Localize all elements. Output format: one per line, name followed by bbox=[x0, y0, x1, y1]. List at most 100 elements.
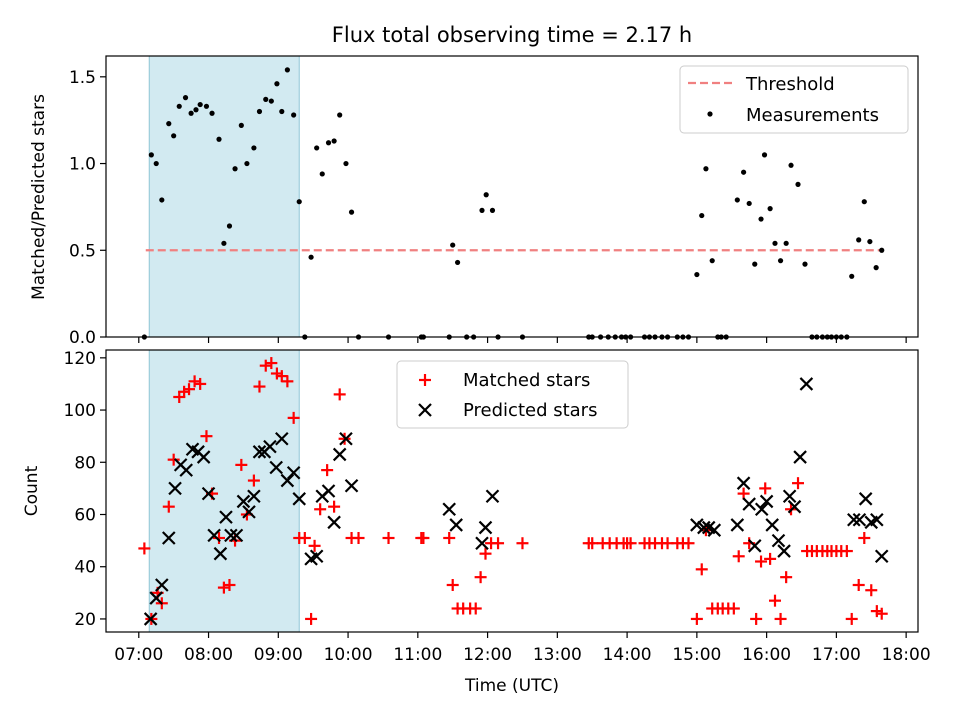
measurement-point bbox=[256, 108, 263, 115]
measurement-point bbox=[849, 273, 855, 279]
measurement-point bbox=[450, 242, 456, 248]
predicted-star-point bbox=[730, 518, 745, 532]
matched-star-point bbox=[265, 357, 278, 370]
measurement-point bbox=[226, 223, 233, 229]
measurement-point bbox=[777, 258, 784, 264]
predicted-star-point bbox=[201, 486, 216, 501]
matched-star-point bbox=[167, 453, 180, 466]
matched-star-point bbox=[737, 487, 750, 500]
matched-legend-label: Matched stars bbox=[463, 370, 590, 391]
measurement-point bbox=[171, 133, 177, 139]
predicted-star-point bbox=[442, 502, 456, 517]
measurement-point bbox=[483, 192, 489, 198]
matched-star-point bbox=[750, 612, 763, 625]
matched-star-point bbox=[845, 612, 858, 625]
matched-star-point bbox=[840, 545, 853, 558]
predicted-star-point bbox=[263, 439, 277, 454]
measurement-point bbox=[479, 207, 485, 213]
top-y-tick-label: 1.5 bbox=[69, 68, 96, 88]
measurement-point bbox=[694, 271, 700, 278]
chart-title: Flux total observing time = 2.17 h bbox=[332, 23, 692, 47]
predicted-star-point bbox=[759, 494, 774, 509]
predicted-star-point bbox=[252, 445, 267, 459]
measurement-point bbox=[325, 140, 332, 146]
x-tick-label: 18:00 bbox=[882, 645, 931, 665]
measurement-point bbox=[232, 166, 238, 172]
matched-star-point bbox=[586, 537, 599, 550]
predicted-star-point bbox=[286, 465, 301, 480]
bottom-y-tick-label: 20 bbox=[74, 610, 96, 630]
matched-star-point bbox=[865, 584, 878, 597]
predicted-star-point bbox=[213, 546, 228, 561]
measurement-point bbox=[873, 265, 879, 271]
predicted-star-point bbox=[874, 549, 889, 564]
predicted-star-point bbox=[793, 450, 807, 464]
measurement-point bbox=[867, 238, 873, 245]
measurement-point bbox=[861, 199, 867, 205]
bottom-y-axis-label: Count bbox=[22, 465, 42, 516]
measurement-point bbox=[795, 181, 801, 187]
predicted-star-point bbox=[162, 531, 176, 545]
measurement-point bbox=[296, 199, 302, 205]
matched-star-point bbox=[314, 503, 327, 516]
measurement-point bbox=[337, 112, 343, 118]
predicted-star-point bbox=[168, 481, 182, 496]
measurement-point bbox=[268, 98, 274, 104]
measurement-point bbox=[758, 216, 764, 222]
measurement-point bbox=[291, 112, 297, 118]
predicted-stars-series bbox=[143, 377, 889, 626]
measurement-point bbox=[788, 162, 794, 168]
measurement-point bbox=[221, 240, 227, 246]
top-plot-frame bbox=[105, 55, 919, 338]
matched-stars-series bbox=[138, 357, 888, 625]
matched-star-point bbox=[259, 359, 272, 372]
predicted-star-point bbox=[787, 499, 802, 514]
predicted-star-point bbox=[149, 591, 164, 605]
predicted-star-point bbox=[269, 460, 283, 475]
predicted-star-point bbox=[754, 502, 769, 517]
measurement-point bbox=[274, 81, 280, 87]
measurement-point bbox=[454, 259, 461, 266]
matched-star-point bbox=[333, 388, 346, 401]
bottom-axes: 20 40 60 80 100 120 07:00 08:00 09:00 10:00 11:00 1… bbox=[64, 349, 931, 665]
top-highlight-span bbox=[148, 55, 300, 338]
measurement-point bbox=[802, 261, 808, 267]
measurement-point bbox=[176, 103, 182, 109]
measurement-point bbox=[197, 101, 203, 108]
matched-star-point bbox=[321, 464, 334, 477]
predicted-star-point bbox=[242, 505, 256, 519]
measurement-point bbox=[153, 160, 159, 167]
predicted-star-point bbox=[485, 489, 500, 504]
measurement-point bbox=[741, 169, 747, 175]
matched-star-point bbox=[275, 370, 288, 383]
matched-star-point bbox=[305, 612, 318, 625]
x-tick-label: 07:00 bbox=[114, 645, 163, 665]
top-panel: 0.0 0.5 1.0 1.5 Matched/Predicted stars Thr… bbox=[29, 55, 919, 348]
predicted-star-point bbox=[765, 518, 779, 532]
bottom-y-tick-label: 100 bbox=[64, 401, 96, 421]
measurement-point bbox=[279, 108, 285, 115]
top-legend-box bbox=[679, 65, 909, 134]
predicted-star-point bbox=[478, 520, 493, 535]
top-y-tick-label: 0.0 bbox=[69, 328, 96, 348]
matched-star-point bbox=[382, 532, 395, 544]
x-tick-label: 11:00 bbox=[393, 645, 442, 665]
measurement-point bbox=[188, 110, 194, 116]
top-y-tick-label: 1.0 bbox=[69, 155, 96, 175]
predicted-star-point bbox=[207, 528, 221, 543]
predicted-star-point bbox=[858, 492, 873, 506]
measurement-point bbox=[734, 197, 740, 203]
top-gridless-axes: 0.0 0.5 1.0 1.5 bbox=[69, 68, 907, 348]
predicted-star-point bbox=[697, 520, 711, 535]
predicted-star-point bbox=[742, 497, 756, 511]
matched-star-point bbox=[768, 594, 781, 607]
matched-star-point bbox=[247, 474, 260, 487]
measurement-point bbox=[308, 254, 314, 260]
predicted-star-point bbox=[449, 518, 463, 532]
matched-star-point bbox=[764, 552, 777, 565]
matched-star-point bbox=[417, 532, 430, 544]
matched-star-point bbox=[780, 571, 793, 584]
measurement-point bbox=[148, 152, 154, 158]
measurement-point bbox=[331, 138, 337, 144]
